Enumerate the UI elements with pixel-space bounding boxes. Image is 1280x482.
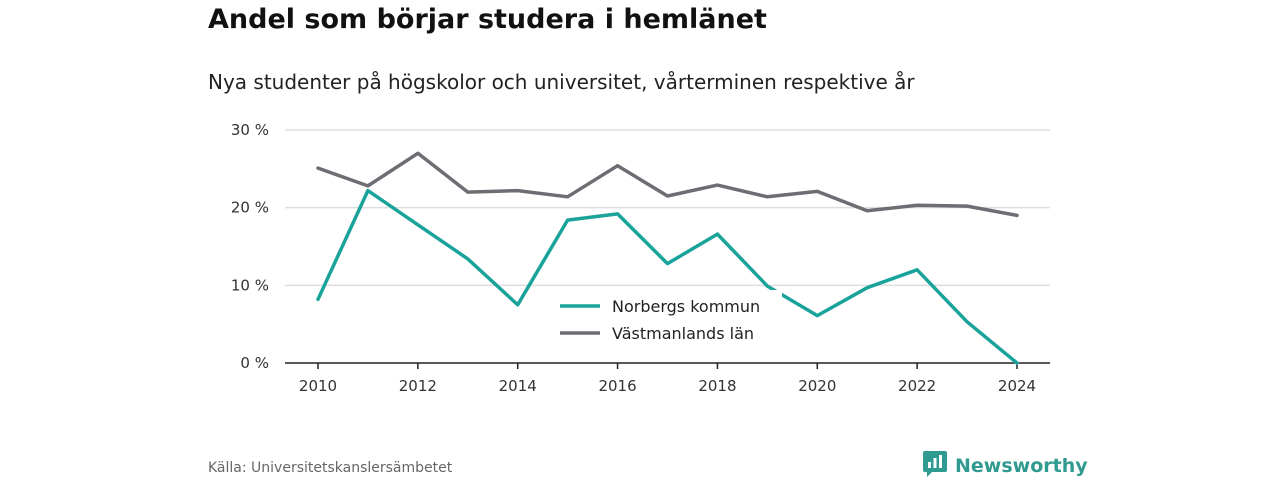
x-tick-label: 2020 bbox=[798, 377, 836, 395]
x-tick-label: 2016 bbox=[598, 377, 636, 395]
x-tick-label: 2010 bbox=[299, 377, 337, 395]
legend-label-norbergs: Norbergs kommun bbox=[612, 297, 760, 316]
chart-title: Andel som börjar studera i hemlänet bbox=[208, 4, 767, 35]
x-axis-ticks: 2010 2012 2014 2016 2018 2020 2022 2024 bbox=[299, 363, 1036, 395]
brand-logo[interactable]: Newsworthy bbox=[922, 450, 1088, 482]
y-axis-ticks: 0 % 10 % 20 % 30 % bbox=[231, 121, 269, 372]
series-line-norbergs bbox=[316, 188, 1019, 365]
series-line-vastmanlands bbox=[316, 151, 1019, 218]
gridlines bbox=[285, 129, 1050, 287]
x-tick-label: 2018 bbox=[698, 377, 736, 395]
y-tick-label: 20 % bbox=[231, 199, 269, 217]
y-tick-label: 10 % bbox=[231, 276, 269, 294]
x-tick-label: 2014 bbox=[499, 377, 537, 395]
y-tick-label: 30 % bbox=[231, 121, 269, 139]
chart-subtitle: Nya studenter på högskolor och universit… bbox=[208, 70, 915, 94]
series-lines bbox=[316, 151, 1019, 365]
brand-name: Newsworthy bbox=[955, 455, 1088, 477]
legend: Norbergs kommun Västmanlands län bbox=[552, 290, 782, 350]
x-tick-label: 2022 bbox=[898, 377, 936, 395]
x-tick-label: 2012 bbox=[399, 377, 437, 395]
source-note: Källa: Universitetskanslersämbetet bbox=[208, 460, 453, 476]
y-tick-label: 0 % bbox=[240, 354, 269, 372]
legend-background bbox=[552, 290, 782, 350]
x-tick-label: 2024 bbox=[998, 377, 1036, 395]
bar-chart-logo-icon bbox=[922, 450, 948, 482]
legend-label-vastmanlands: Västmanlands län bbox=[612, 324, 754, 343]
